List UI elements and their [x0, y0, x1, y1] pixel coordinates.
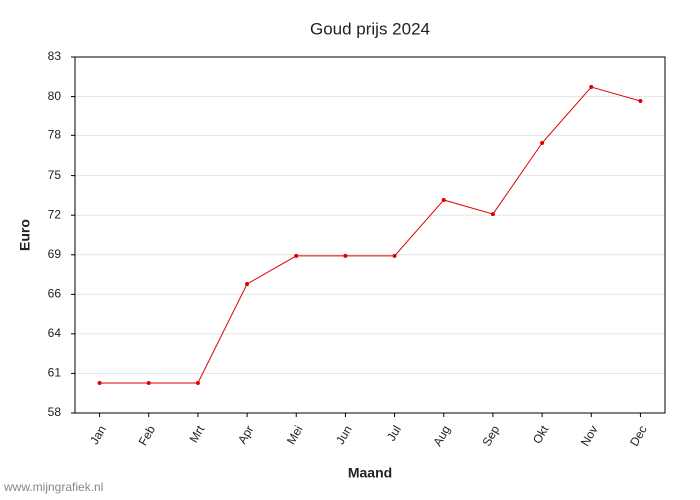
- y-tick-label: 83: [48, 49, 62, 63]
- marker: [638, 99, 643, 104]
- x-tick-label: Jul: [384, 423, 404, 443]
- x-tick-label: Aug: [430, 423, 453, 448]
- x-tick-label: Feb: [136, 423, 159, 448]
- marker: [97, 380, 102, 385]
- marker: [540, 141, 545, 146]
- x-tick-label: Sep: [479, 423, 502, 449]
- marker: [589, 85, 594, 90]
- x-tick-label: Mei: [284, 423, 306, 447]
- x-tick-label: Dec: [627, 423, 650, 448]
- plot-frame: [74, 56, 666, 414]
- line: [99, 86, 641, 384]
- y-tick-label: 64: [48, 326, 62, 340]
- x-tick-label: Nov: [578, 423, 601, 448]
- y-tick-label: 72: [48, 207, 62, 221]
- marker: [245, 281, 250, 286]
- y-tick-label: 78: [48, 127, 62, 141]
- marker: [392, 253, 397, 258]
- y-axis-label: Euro: [17, 219, 33, 251]
- marker: [490, 212, 495, 217]
- marker: [146, 380, 151, 385]
- watermark: www.mijngrafiek.nl: [3, 480, 103, 494]
- y-tick-label: 80: [48, 89, 62, 103]
- x-tick-label: Apr: [235, 423, 256, 446]
- marker: [195, 380, 200, 385]
- y-tick-label: 61: [48, 366, 62, 380]
- marker: [294, 253, 299, 258]
- y-tick-label: 58: [48, 405, 62, 419]
- x-tick-label: Okt: [530, 423, 552, 447]
- x-tick-label: Mrt: [186, 423, 207, 446]
- chart-title: Goud prijs 2024: [310, 19, 430, 38]
- y-tick-label: 69: [48, 247, 62, 261]
- marker: [343, 253, 348, 258]
- y-tick-label: 66: [48, 287, 62, 301]
- x-axis-label: Maand: [348, 465, 392, 481]
- y-tick-label: 75: [48, 168, 62, 182]
- marker: [441, 197, 446, 202]
- x-tick-label: Jan: [87, 423, 109, 447]
- x-tick-label: Jun: [333, 423, 355, 447]
